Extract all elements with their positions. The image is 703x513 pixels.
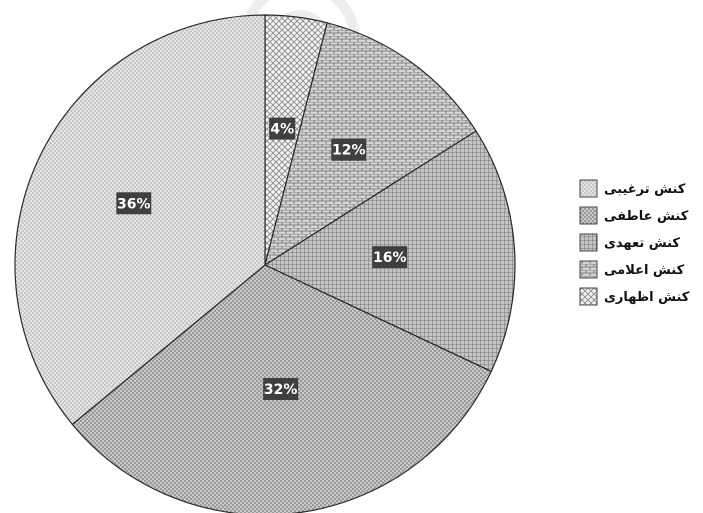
legend-swatch [579,206,598,225]
legend-swatch [579,233,598,252]
legend-item: کنش اعلامی [579,260,685,279]
svg-text:16%: 16% [373,250,407,266]
pie-slice [264,22,477,267]
legend-label: کنش تعهدی [604,236,680,251]
svg-text:32%: 32% [264,382,298,398]
legend-item: کنش ترغیبی [579,179,686,198]
svg-text:36%: 36% [117,196,151,212]
legend-swatch [579,260,598,279]
legend-label: کنش اظهاری [604,290,690,305]
pie-slices [14,14,516,513]
pie-slice-label: 4% [269,117,296,140]
pie-slice-label: 36% [116,192,152,215]
pie-slice-label: 16% [372,246,408,269]
svg-text:12%: 12% [332,143,366,159]
legend-label: کنش عاطفی [604,209,689,224]
pie-slice [14,14,266,426]
legend: کنش ترغیبی کنش عاطفی کنش تعهدی کنش اعلامی کن… [579,179,690,306]
legend-swatch [579,287,598,306]
pie-slice-label: 32% [263,378,299,401]
legend-item: کنش عاطفی [579,206,689,225]
legend-item: کنش اظهاری [579,287,690,306]
pie-slice-labels: 4% 12% 16% 32% 36% [116,117,408,401]
legend-item: کنش تعهدی [579,233,680,252]
legend-label: کنش ترغیبی [604,182,686,197]
legend-label: کنش اعلامی [604,263,685,278]
pie-slice-label: 12% [331,138,367,161]
legend-swatch [579,179,598,198]
svg-text:4%: 4% [270,122,294,138]
